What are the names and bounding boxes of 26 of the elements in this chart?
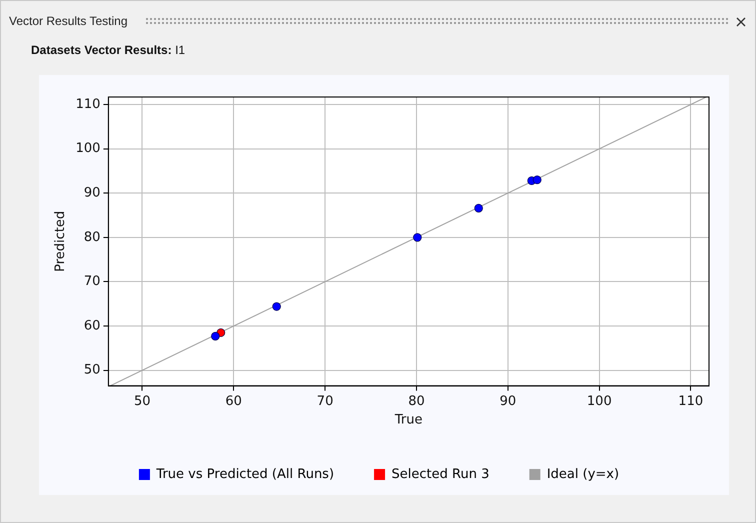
y-tick-label: 70 <box>84 274 100 290</box>
y-tick-label: 110 <box>76 96 100 112</box>
y-tick-label: 80 <box>84 230 100 245</box>
x-tick-label: 110 <box>678 394 704 409</box>
y-tick-label: 90 <box>84 185 100 200</box>
point <box>272 302 281 311</box>
legend-label: Selected Run 3 <box>392 466 490 482</box>
x-tick-label: 70 <box>316 394 334 409</box>
y-tick-label: 60 <box>84 318 100 334</box>
legend-label: True vs Predicted (All Runs) <box>155 466 334 482</box>
y-tick-label: 100 <box>76 141 100 156</box>
legend-label: Ideal (y=x) <box>546 466 620 482</box>
x-tick-label: 80 <box>408 394 425 409</box>
y-axis-title: Predicted <box>53 210 68 272</box>
chart-subtitle: Datasets Vector Results: I1 <box>31 43 186 57</box>
x-tick-label: 100 <box>586 394 612 409</box>
x-tick-label: 50 <box>134 394 151 409</box>
x-axis-title: True <box>394 412 423 428</box>
point <box>474 204 483 212</box>
y-tick-label: 50 <box>84 362 100 378</box>
chart-title: Vector Results Testing <box>9 14 128 28</box>
x-tick-label: 60 <box>225 394 242 409</box>
point <box>413 233 422 242</box>
point <box>532 176 542 184</box>
x-tick-label: 90 <box>500 394 516 409</box>
point <box>211 332 220 340</box>
